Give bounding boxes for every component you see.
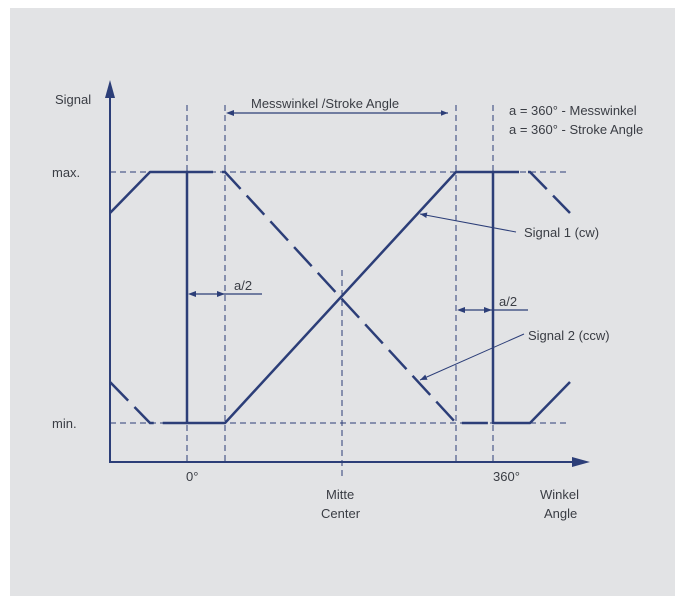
signal-2-right-segment (493, 170, 571, 214)
a-half-left-arrow-head (188, 291, 196, 297)
signal-1-left-segment (109, 170, 571, 425)
a-half-right-arrow-head (457, 307, 465, 313)
min-level-label: min. (52, 416, 77, 431)
signal-2-leader (419, 333, 525, 381)
full-turn-label: 360° (493, 469, 520, 484)
a-half-left-arrow-head-2 (217, 291, 225, 297)
signal-2-label: Signal 2 (ccw) (528, 328, 610, 343)
legend-line-2: a = 360° - Stroke Angle (509, 122, 643, 137)
a-half-dimensions (188, 291, 528, 313)
x-axis-label-en: Angle (544, 506, 577, 521)
a-half-right-label: a/2 (499, 294, 517, 309)
axes (105, 80, 590, 467)
a-half-right-arrow-head-2 (484, 307, 492, 313)
stroke-angle-arrow-left-head (226, 110, 234, 116)
center-label-de: Mitte (326, 487, 354, 502)
legend-line-1: a = 360° - Messwinkel (509, 103, 637, 118)
center-label-en: Center (321, 506, 361, 521)
a-half-left-label: a/2 (234, 278, 252, 293)
y-axis-arrow (105, 80, 115, 98)
signal-1-label: Signal 1 (cw) (524, 225, 599, 240)
zero-degree-label: 0° (186, 469, 198, 484)
signal-2-middle-segment (187, 170, 493, 425)
max-level-label: max. (52, 165, 80, 180)
x-axis-label-de: Winkel (540, 487, 579, 502)
signal-1-curve (109, 170, 571, 425)
signal-1-leader (419, 212, 517, 233)
stroke-angle-dimension (226, 110, 448, 116)
signal-2-left-segment (109, 381, 187, 425)
y-axis-label: Signal (55, 92, 91, 107)
leader-lines (419, 212, 525, 381)
x-axis-arrow (572, 457, 590, 467)
signal-2-curve (109, 170, 571, 425)
stroke-angle-label: Messwinkel /Stroke Angle (251, 96, 399, 111)
